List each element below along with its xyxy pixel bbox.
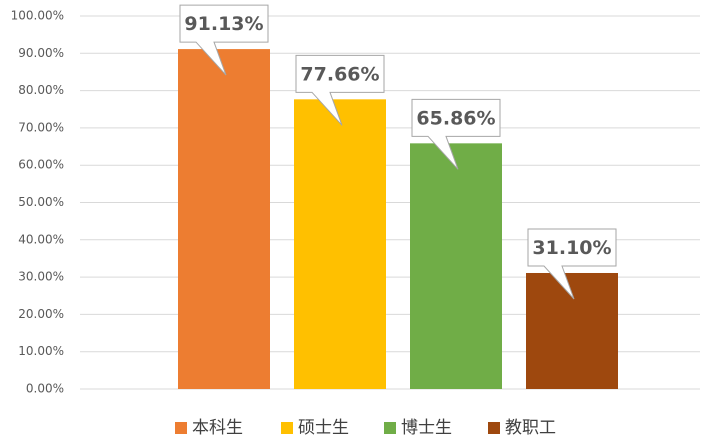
- data-label: 77.66%: [300, 63, 379, 85]
- bar: [294, 99, 386, 390]
- bar: [410, 143, 502, 389]
- y-tick-label: 40.00%: [18, 232, 64, 246]
- y-tick-label: 60.00%: [18, 158, 64, 172]
- callout: [527, 228, 617, 300]
- data-label: 65.86%: [416, 107, 495, 129]
- legend-swatch: [281, 422, 293, 434]
- bar: [178, 49, 270, 390]
- y-tick-label: 100.00%: [11, 9, 64, 23]
- y-tick-label: 30.00%: [18, 270, 64, 284]
- data-label: 91.13%: [184, 13, 263, 35]
- y-tick-label: 0.00%: [26, 382, 64, 396]
- y-tick-label: 10.00%: [18, 344, 64, 358]
- bar: [526, 272, 618, 389]
- legend-label: 博士生: [401, 418, 452, 437]
- legend-swatch: [488, 422, 500, 434]
- y-tick-label: 20.00%: [18, 307, 64, 321]
- callout: [295, 54, 385, 126]
- y-tick-label: 50.00%: [18, 195, 64, 209]
- legend-label: 教职工: [505, 418, 556, 437]
- y-tick-label: 70.00%: [18, 120, 64, 134]
- legend-label: 硕士生: [298, 418, 349, 437]
- callout: [411, 98, 501, 170]
- data-label: 31.10%: [532, 237, 611, 259]
- legend-label: 本科生: [192, 418, 243, 437]
- legend-swatch: [175, 422, 187, 434]
- callout: [179, 4, 269, 76]
- y-tick-label: 90.00%: [18, 46, 64, 60]
- y-tick-label: 80.00%: [18, 83, 64, 97]
- legend-swatch: [384, 422, 396, 434]
